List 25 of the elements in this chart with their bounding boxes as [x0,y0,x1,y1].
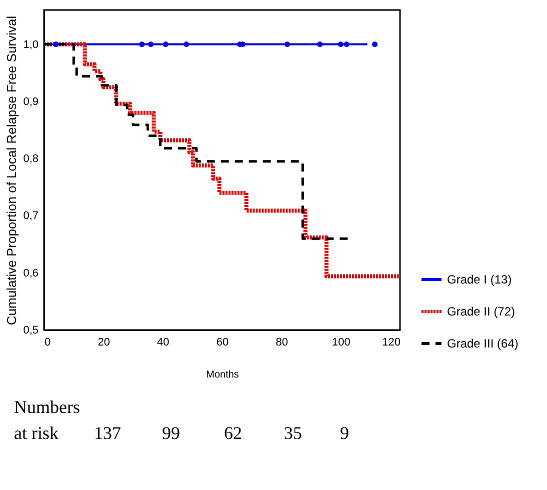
y-tick-label: 0,5 [23,324,38,336]
text: 99 [162,423,180,443]
y-tick-label: 0,8 [23,153,38,166]
text: 62 [224,423,242,443]
text: 35 [284,423,302,443]
y-tick-label: 0,7 [23,210,38,222]
y-tick-label: 0,6 [23,267,38,280]
text: 137 [94,423,121,443]
x-tick-label: 120 [382,336,400,348]
x-tick-label: 60 [216,336,229,348]
text: Numbers [14,397,80,417]
text: 9 [340,423,349,443]
x-tick-label: 100 [332,336,350,348]
x-tick-label: 40 [157,336,170,348]
legend-label: Grade I (13) [447,272,512,286]
legend-label: Grade II (72) [447,304,516,318]
y-axis-title: Cumulative Proportion of Local Relapse Free Survival [4,16,20,326]
text: at risk [14,423,58,443]
x-tick-label: 0 [44,336,51,348]
y-tick-label: 0,9 [23,96,38,108]
x-tick-label: 80 [276,336,288,348]
x-tick-label: 20 [98,336,110,348]
x-axis-title: Months [206,370,239,380]
legend-label: Grade III (64) [447,336,518,350]
y-tick-label: 1,0 [23,38,38,51]
